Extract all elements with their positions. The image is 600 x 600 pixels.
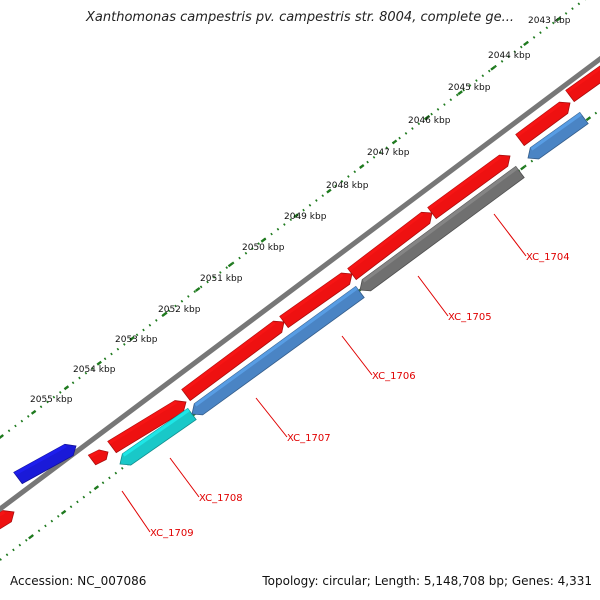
- gene-feature-blue[interactable]: [13, 443, 77, 485]
- gene-feature-xc1704-fwd[interactable]: [427, 154, 511, 220]
- scale-tick-label: 2047 kbp: [367, 148, 410, 158]
- gene-label-text: XC_1706: [372, 371, 416, 382]
- scale-tick-label: 2046 kbp: [408, 116, 451, 126]
- gene-feature-xc1708-fwd[interactable]: [107, 400, 187, 454]
- scale-tick-label: 2048 kbp: [326, 181, 369, 191]
- accession-label: Accession: NC_007086: [10, 574, 147, 588]
- gene-label-xc1707[interactable]: XC_1707: [255, 397, 331, 444]
- scale-tick-label: 2049 kbp: [284, 212, 327, 222]
- gene-feature-xc1706[interactable]: [191, 285, 365, 416]
- gene-label-xc1706[interactable]: XC_1706: [341, 335, 416, 382]
- gene-label-xc1704[interactable]: XC_1704: [493, 213, 570, 263]
- outer-scale-ring-major-ticks: [0, 0, 586, 440]
- scale-tick-label: 2055 kbp: [30, 395, 73, 405]
- scale-tick-label: 2050 kbp: [242, 243, 285, 253]
- scale-tick-label: 2051 kbp: [200, 274, 243, 284]
- scale-tick-label: 2044 kbp: [488, 51, 531, 61]
- scale-tick-label: 2054 kbp: [73, 365, 116, 375]
- gene-label-text: XC_1704: [526, 252, 570, 263]
- scale-tick-label: 2053 kbp: [115, 335, 158, 345]
- outer-scale-ring-minor-ticks: [0, 0, 586, 439]
- scale-tick-label: 2043 kbp: [528, 16, 571, 26]
- gene-feature-edge-red[interactable]: [0, 510, 15, 534]
- gene-label-text: XC_1709: [150, 528, 194, 539]
- sequence-title: Xanthomonas campestris pv. campestris st…: [86, 10, 514, 25]
- genome-backbone-line: [0, 55, 600, 513]
- gene-feature-xc1705-fwd[interactable]: [347, 211, 433, 281]
- gene-feature-xc1707-fwd[interactable]: [181, 320, 285, 402]
- gene-feature-top-a[interactable]: [515, 101, 571, 147]
- gene-feature-xc1708[interactable]: [119, 407, 197, 466]
- scale-tick-label: 2045 kbp: [448, 83, 491, 93]
- gene-label-text: XC_1707: [287, 433, 331, 444]
- gene-feature-small-red[interactable]: [87, 449, 109, 466]
- gene-feature-xc1705[interactable]: [359, 165, 525, 292]
- genome-summary: Topology: circular; Length: 5,148,708 bp…: [262, 574, 592, 588]
- gene-label-xc1709[interactable]: XC_1709: [121, 490, 194, 539]
- gene-feature-top-steel[interactable]: [527, 111, 589, 160]
- gene-label-xc1705[interactable]: XC_1705: [417, 275, 492, 323]
- gene-label-text: XC_1708: [199, 493, 243, 504]
- gene-feature-top-b[interactable]: [565, 65, 600, 103]
- scale-tick-label: 2052 kbp: [158, 305, 201, 315]
- gene-label-text: XC_1705: [448, 312, 492, 323]
- gene-label-xc1708[interactable]: XC_1708: [169, 457, 243, 504]
- gene-feature-xc1706-fwd[interactable]: [279, 272, 353, 329]
